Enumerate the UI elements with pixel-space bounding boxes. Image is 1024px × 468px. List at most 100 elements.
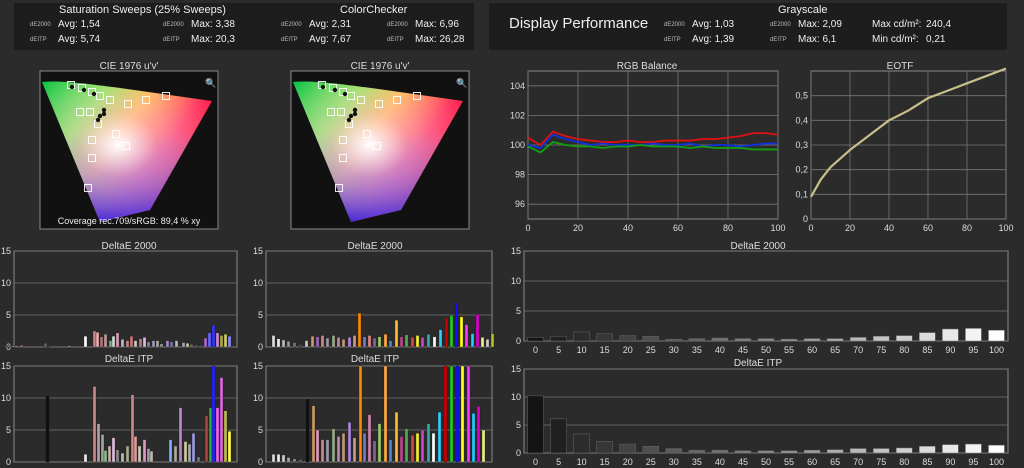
gs_itp-bar [642, 446, 660, 454]
sat_de2000-bar [155, 340, 160, 348]
sat_itp-bar [115, 449, 120, 463]
gs_de2000-x-tick-label: 5 [556, 345, 561, 355]
gs_itp-x-tick-label: 60 [807, 457, 817, 467]
gs_itp-bar [849, 448, 867, 454]
gs_de2000-y-tick-label: 10 [511, 276, 521, 286]
cc_itp-bar [358, 365, 363, 463]
sat_de2000-bar [11, 345, 16, 348]
gs_de2000-bar [965, 328, 982, 342]
zoom-icon[interactable]: 🔍 [205, 77, 216, 88]
cc_de2000-bar [426, 334, 431, 348]
cc_itp-bar [377, 423, 382, 463]
gs_de2000-bar [872, 335, 890, 342]
sat_itp-bar [196, 456, 201, 463]
gs_itp-bar [688, 449, 706, 454]
eotf-x-tick-label: 20 [845, 223, 855, 233]
cie-measured-point [69, 84, 75, 90]
cc-avg-itp: Avg: 7,67 [309, 34, 352, 45]
cc_de2000-bar [315, 336, 320, 348]
cc_de2000-bar [271, 335, 276, 348]
sat_de2000-bar [146, 341, 151, 348]
gs_itp-bar [965, 443, 982, 454]
sat_de2000-bar [138, 338, 143, 348]
de2000-tag: dE2000 [281, 22, 302, 28]
gs_de2000-bar [942, 328, 959, 342]
cc_de2000-bar [292, 342, 297, 348]
de2000-tag: dE2000 [770, 22, 791, 28]
rgb_balance-y-tick-label: 102 [510, 110, 525, 120]
sat_de2000-bar [169, 341, 174, 348]
gs_de2000-bar [665, 338, 683, 342]
eotf-y-tick-label: 0,4 [795, 115, 808, 125]
cc_de2000-bar [325, 337, 330, 348]
sat_de2000-bar [198, 344, 203, 348]
header-saturation-panel [14, 3, 474, 50]
gs_de2000-y-tick-label: 15 [511, 246, 521, 256]
gs_itp-bar [780, 450, 798, 454]
gs_itp-plot-frame [523, 368, 1009, 454]
sat_de2000-bar [83, 335, 88, 348]
gs-itp-title: DeltaE ITP [733, 358, 783, 369]
sat_de2000-bar [194, 344, 199, 348]
eotf-x-tick-label: 60 [923, 223, 933, 233]
cc_de2000-bar [438, 329, 443, 348]
cc_itp-y-tick-label: 5 [258, 425, 263, 435]
cc_de2000-bar [320, 335, 325, 348]
sat_itp-bar [100, 434, 105, 463]
gs_de2000-x-tick-label: 80 [899, 345, 909, 355]
sat_itp-bar [211, 365, 216, 463]
cie-diagram-2: 🔍 [290, 70, 470, 230]
eotf-title: EOTF [886, 61, 914, 72]
sat_de2000-bar [6, 344, 11, 348]
gs_itp-x-tick-label: 15 [600, 457, 610, 467]
max-luminance-label: Max cd/m²: [872, 19, 922, 30]
sat_de2000-y-tick-label: 10 [1, 278, 11, 288]
grayscale-title: Grayscale [778, 4, 828, 16]
cc_de2000-bar [454, 302, 459, 348]
deitp-tag: dEITP [163, 37, 180, 43]
cc_de2000-bar [372, 337, 377, 348]
sat_itp-bar [183, 441, 188, 463]
cc_de2000-bar [415, 335, 420, 348]
gs_itp-bar [826, 449, 844, 454]
gs_itp-x-tick-label: 30 [669, 457, 679, 467]
deitp-tag: dEITP [30, 37, 47, 43]
min-luminance-value: 0,21 [926, 34, 946, 45]
cie-target-square [347, 92, 355, 100]
gs_itp-bar [619, 443, 636, 454]
cc_de2000-bar [362, 336, 367, 348]
gs_itp-x-tick-label: 50 [761, 457, 771, 467]
cc_de2000-bar [485, 339, 490, 348]
sat_itp-bar [187, 443, 192, 463]
gs_de2000-bar [826, 338, 844, 342]
cc_itp-y-tick-label: 0 [258, 457, 263, 467]
cie-target-square [124, 100, 132, 108]
de2000-tag: dE2000 [163, 22, 184, 28]
gs_de2000-bar [803, 338, 821, 342]
rgb_balance-y-tick-label: 96 [515, 199, 525, 209]
cc_de2000-y-tick-label: 0 [258, 342, 263, 352]
zoom-icon[interactable]: 🔍 [456, 77, 467, 88]
sat_de2000-bar [219, 335, 224, 348]
sat_de2000-bar [111, 335, 116, 348]
gs_itp-bar [665, 448, 683, 454]
cc_de2000-bar [341, 339, 346, 348]
gs_itp-bar [988, 444, 1005, 454]
sat_de2000-plot-frame [13, 250, 238, 348]
sat_de2000-bar [185, 343, 190, 348]
max-luminance-value: 240,4 [926, 19, 952, 30]
sat_itp-bar [223, 410, 228, 463]
cc_itp-bar [481, 429, 486, 463]
gs_de2000-x-tick-label: 50 [761, 345, 771, 355]
gs_de2000-x-tick-label: 25 [646, 345, 656, 355]
gs_itp-y-tick-label: 15 [511, 364, 521, 374]
cc_itp-bar [420, 429, 425, 463]
cc_itp-bar [455, 365, 460, 463]
sat_itp-bar [133, 436, 138, 463]
sat_itp-bar [219, 377, 224, 463]
cc_de2000-bar [331, 335, 336, 348]
gs_itp-bar [527, 395, 544, 454]
cie-target-square [339, 136, 347, 144]
gs_itp-x-tick-label: 45 [738, 457, 748, 467]
cie2-gamut-white [293, 81, 463, 223]
